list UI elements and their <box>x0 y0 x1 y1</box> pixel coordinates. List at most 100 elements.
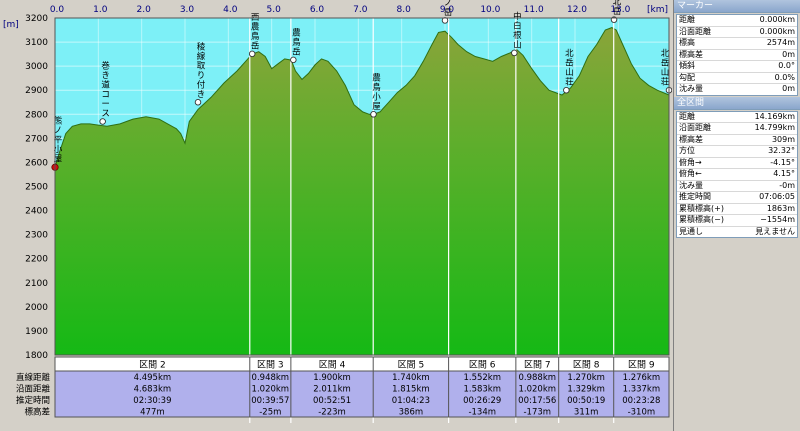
waypoint-label-char: 小 <box>54 144 63 155</box>
section-cell: 1.900km <box>313 373 351 383</box>
stat-label: 推定時間 <box>679 192 711 201</box>
waypoint-dot[interactable] <box>511 49 518 57</box>
stat-row: 標高 2574m <box>677 38 797 50</box>
waypoint-label-char: 山 <box>661 67 670 78</box>
waypoint-label-char: 荘 <box>565 77 574 88</box>
section-header: 区間 2 <box>139 360 166 371</box>
waypoint-label-char: 岳 <box>661 58 670 69</box>
x-tick-label: 10.0 <box>480 5 500 15</box>
waypoint-dot[interactable] <box>563 86 570 94</box>
stat-value: 2574m <box>766 38 795 47</box>
waypoint-label-char: 稜 <box>197 42 206 52</box>
section-header: 区間 9 <box>628 360 655 371</box>
waypoint-label-char: 鳥 <box>292 37 301 48</box>
stat-label: 累積標高(+) <box>679 203 724 213</box>
waypoint-dot[interactable] <box>99 118 106 125</box>
stat-value: 0.0% <box>774 72 795 82</box>
stat-row: 沈み量 -0m <box>677 181 797 192</box>
section-cell: 386m <box>399 408 424 418</box>
x-tick-label: 9.0 <box>440 5 455 15</box>
y-tick-label: 2800 <box>25 110 48 120</box>
stat-value: -4.15° <box>770 157 795 167</box>
stat-value: 0m <box>782 84 795 93</box>
stat-value: 0.0° <box>778 61 795 70</box>
waypoint-label-char: 屋 <box>54 155 63 165</box>
stat-value: −1554m <box>760 215 795 224</box>
y-tick-label: 2200 <box>25 255 48 265</box>
section-cell: -25m <box>259 408 281 418</box>
stat-value: 07:06:05 <box>759 192 795 201</box>
x-tick-label: 7.0 <box>353 5 368 15</box>
x-tick-label: 8.0 <box>397 5 412 15</box>
y-tick-label: 2500 <box>25 183 48 193</box>
y-tick-label: 2700 <box>25 134 48 144</box>
stat-value: 14.169km <box>754 111 795 121</box>
waypoint-label-char: 岳 <box>444 7 453 18</box>
waypoint-label-char: 巻 <box>101 61 110 72</box>
plot-frame <box>54 17 670 356</box>
y-tick-label: 2000 <box>25 303 48 313</box>
waypoint-label-char: 根 <box>513 30 522 41</box>
waypoint-label-char: 荘 <box>661 77 670 88</box>
stat-value: 4.15° <box>773 169 795 178</box>
section-cell: 02:30:39 <box>133 396 171 406</box>
waypoint-label-char: 道 <box>101 80 110 91</box>
stat-label: 傾斜 <box>679 61 695 70</box>
table-row-label: 標高差 <box>24 407 50 418</box>
stat-value: 見えません <box>755 226 795 236</box>
stat-label: 累積標高(−) <box>679 215 724 224</box>
waypoint-dot[interactable] <box>194 98 202 106</box>
y-unit-label: [m] <box>3 20 19 30</box>
waypoint-label-char: り <box>197 71 206 81</box>
section-header: 区間 4 <box>319 360 346 371</box>
y-tick-label: 1800 <box>25 351 48 361</box>
section-cell: 00:23:28 <box>622 396 660 406</box>
waypoint-dot[interactable] <box>290 56 297 64</box>
x-tick-label: 4.0 <box>223 5 238 15</box>
section-cell: 1.329km <box>567 385 605 395</box>
elevation-profile-chart[interactable]: 熊ノ平小屋巻き道コース稜線取り付き西農鳥岳農鳥岳農鳥小屋間ノ岳中白根山北岳山荘北… <box>0 0 672 431</box>
waypoint-dot[interactable] <box>370 111 377 118</box>
section-cell: 01:04:23 <box>392 396 430 406</box>
waypoint-label-char: 取 <box>197 61 206 71</box>
total-stats: 距離 14.169km 沿面距離 14.799km 標高差 309m 方位 32.32° 俯角→… <box>676 110 798 238</box>
stat-row: 勾配 0.0% <box>677 72 797 84</box>
stat-row: 標高差 0m <box>677 50 797 61</box>
stat-value: 0.000km <box>759 26 795 36</box>
section-cell: 00:26:29 <box>463 396 501 406</box>
section-cell: 2.011km <box>313 385 351 395</box>
section-cell: 00:52:51 <box>313 396 351 406</box>
waypoint[interactable]: 農鳥岳 <box>290 27 302 64</box>
section-cell: 00:50:19 <box>567 396 605 406</box>
x-tick-label: 1.0 <box>93 5 108 15</box>
stat-label: 沿面距離 <box>679 26 711 36</box>
stat-label: 距離 <box>679 15 695 24</box>
x-tick-label: 6.0 <box>310 5 325 15</box>
waypoint-label-char: 北 <box>661 49 670 59</box>
marker-stats: 距離 0.000km 沿面距離 0.000km 標高 2574m 標高差 0m 傾斜 0.0° 勾配… <box>676 14 798 96</box>
x-tick-label: 5.0 <box>267 5 282 15</box>
table-row-label: 沿面距離 <box>16 384 51 395</box>
x-tick-label: 11.0 <box>524 5 544 15</box>
stat-row: 距離 0.000km <box>677 15 797 27</box>
stat-row: 傾斜 0.0° <box>677 61 797 73</box>
stat-label: 標高 <box>679 38 695 47</box>
waypoint-label-char: 山 <box>513 39 522 50</box>
waypoint-dot[interactable] <box>248 50 256 58</box>
